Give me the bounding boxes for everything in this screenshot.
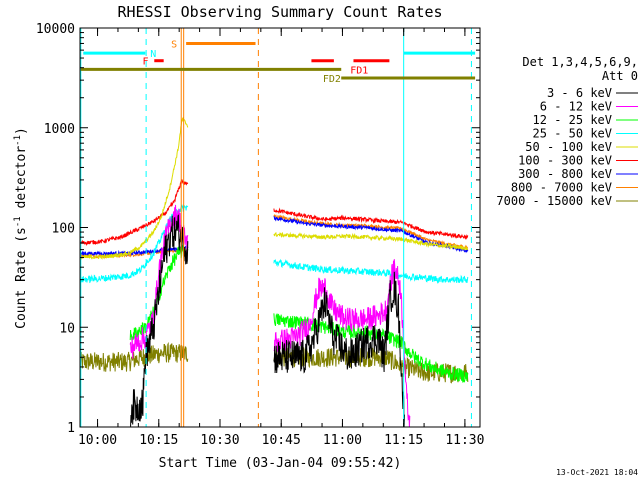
- legend-label-8: 7000 - 15000 keV: [496, 194, 612, 208]
- y-axis-label-end: ): [14, 127, 29, 135]
- x-tick-label-1: 10:15: [139, 433, 178, 448]
- y-axis-label-sup2: -1: [13, 135, 23, 146]
- legend-label-6: 300 - 800 keV: [518, 167, 612, 181]
- y-axis-ticks: 1 10 100 1000 10000: [36, 22, 480, 436]
- series-line-6-seg-1: [273, 215, 469, 254]
- legend-label-1: 6 - 12 keV: [540, 100, 612, 114]
- series-line-0-seg-0: [129, 214, 189, 427]
- flag-label-0: N: [150, 49, 156, 60]
- legend-label-4: 50 - 100 keV: [525, 140, 612, 154]
- series-line-3-seg-1: [273, 258, 469, 285]
- series-line-1-seg-1: [273, 259, 411, 428]
- series-layer: [79, 116, 469, 428]
- y-axis-label: Count Rate (s-1 detector-1): [13, 127, 29, 329]
- legend-label-7: 800 - 7000 keV: [511, 181, 612, 195]
- footer-date: 13-Oct-2021 18:04: [556, 468, 638, 477]
- chart-title: RHESSI Observing Summary Count Rates: [117, 3, 442, 21]
- legend-header-detectors: Det 1,3,4,5,6,9,: [522, 55, 638, 69]
- x-tick-label-3: 10:45: [262, 433, 301, 448]
- y-tick-label-0: 1: [67, 421, 75, 436]
- y-tick-label-2: 100: [52, 222, 75, 237]
- y-axis-label-main: Count Rate (s: [14, 227, 29, 329]
- legend-label-5: 100 - 300 keV: [518, 154, 612, 168]
- flag-label-1: N: [0, 0, 6, 3]
- series-line-5-seg-0: [79, 179, 189, 247]
- series-line-5-seg-1: [273, 207, 469, 241]
- y-tick-label-3: 1000: [44, 122, 75, 137]
- y-tick-label-1: 10: [59, 321, 75, 336]
- flag-label-7: FD2: [323, 74, 341, 85]
- flag-label-3: S: [171, 39, 177, 50]
- series-line-7-seg-1: [273, 214, 469, 251]
- x-axis-label: Start Time (03-Jan-04 09:55:42): [159, 456, 402, 471]
- series-line-4-seg-1: [273, 231, 469, 251]
- flag-bars: NNFSFD1FD2: [0, 0, 476, 85]
- legend-label-3: 25 - 50 keV: [533, 127, 612, 141]
- x-axis-ticks: 10:00 10:15 10:30 10:45 11:00 11:15 11:30: [78, 28, 484, 448]
- x-tick-label-5: 11:15: [384, 433, 423, 448]
- series-line-0-seg-1: [273, 271, 405, 428]
- vertical-markers: [80, 28, 472, 427]
- x-tick-label-4: 11:00: [323, 433, 362, 448]
- x-tick-label-0: 10:00: [78, 433, 117, 448]
- series-line-3-seg-0: [79, 204, 189, 284]
- flag-label-2: F: [143, 57, 149, 68]
- series-line-4-seg-0: [79, 116, 189, 260]
- x-tick-label-2: 10:30: [200, 433, 239, 448]
- series-line-8-seg-0: [79, 341, 189, 372]
- legend-header-attenuator: Att 0: [602, 69, 638, 83]
- legend-label-2: 12 - 25 keV: [533, 113, 612, 127]
- legend-label-0: 3 - 6 keV: [547, 86, 612, 100]
- y-axis-label-mid: detector: [14, 146, 29, 217]
- y-tick-label-4: 10000: [36, 22, 75, 37]
- x-tick-label-6: 11:30: [445, 433, 484, 448]
- flag-label-5: FD1: [350, 65, 368, 76]
- y-axis-label-sup: -1: [13, 216, 23, 227]
